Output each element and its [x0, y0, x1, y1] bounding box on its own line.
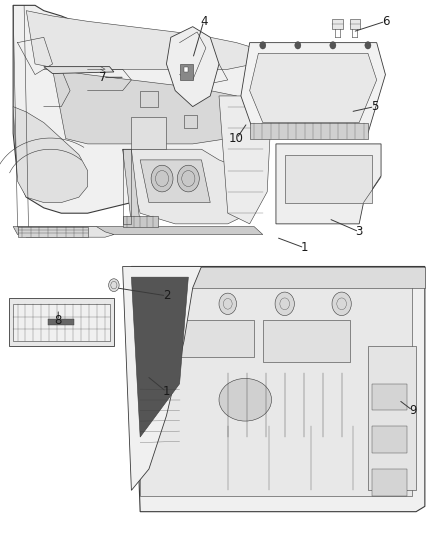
- Polygon shape: [184, 115, 197, 128]
- Circle shape: [177, 165, 199, 192]
- Circle shape: [151, 165, 173, 192]
- Polygon shape: [166, 320, 254, 357]
- Polygon shape: [219, 96, 272, 224]
- Text: 5: 5: [371, 100, 378, 113]
- Polygon shape: [166, 27, 219, 107]
- Polygon shape: [18, 227, 88, 237]
- Text: 6: 6: [381, 15, 389, 28]
- Polygon shape: [372, 426, 407, 453]
- Text: 1: 1: [162, 385, 170, 398]
- Circle shape: [109, 279, 119, 292]
- Circle shape: [219, 293, 237, 314]
- Polygon shape: [250, 53, 377, 123]
- Polygon shape: [276, 144, 381, 224]
- Polygon shape: [13, 227, 263, 235]
- Text: 7: 7: [99, 71, 107, 84]
- Polygon shape: [18, 227, 114, 237]
- Polygon shape: [263, 320, 350, 362]
- Polygon shape: [184, 67, 188, 72]
- Polygon shape: [44, 67, 114, 74]
- Polygon shape: [140, 160, 210, 203]
- Polygon shape: [13, 107, 88, 203]
- Text: 9: 9: [409, 404, 417, 417]
- Text: 3: 3: [356, 225, 363, 238]
- Polygon shape: [48, 319, 74, 325]
- Circle shape: [330, 42, 336, 49]
- Polygon shape: [123, 266, 201, 490]
- Polygon shape: [250, 123, 368, 139]
- Circle shape: [275, 292, 294, 316]
- Circle shape: [166, 292, 185, 316]
- Polygon shape: [131, 277, 188, 437]
- Polygon shape: [368, 346, 416, 490]
- Polygon shape: [131, 117, 166, 149]
- Polygon shape: [13, 5, 272, 213]
- Polygon shape: [140, 277, 412, 496]
- Circle shape: [332, 292, 351, 316]
- Polygon shape: [123, 149, 140, 224]
- Polygon shape: [241, 43, 385, 133]
- Text: 2: 2: [162, 289, 170, 302]
- Ellipse shape: [219, 378, 272, 421]
- Polygon shape: [140, 91, 158, 107]
- Polygon shape: [123, 216, 158, 227]
- Circle shape: [365, 42, 371, 49]
- Text: 8: 8: [55, 314, 62, 327]
- Polygon shape: [123, 149, 250, 224]
- Polygon shape: [372, 384, 407, 410]
- Circle shape: [260, 42, 266, 49]
- Polygon shape: [9, 298, 114, 346]
- Polygon shape: [372, 469, 407, 496]
- Text: 4: 4: [200, 15, 208, 28]
- Polygon shape: [180, 64, 193, 80]
- Polygon shape: [285, 155, 372, 203]
- Text: 1: 1: [300, 241, 308, 254]
- Polygon shape: [131, 266, 425, 512]
- Polygon shape: [131, 266, 425, 288]
- Text: 10: 10: [229, 132, 244, 145]
- Polygon shape: [350, 19, 360, 29]
- Circle shape: [295, 42, 301, 49]
- Polygon shape: [332, 19, 343, 29]
- Polygon shape: [13, 304, 110, 341]
- Polygon shape: [53, 69, 250, 144]
- Polygon shape: [26, 11, 263, 69]
